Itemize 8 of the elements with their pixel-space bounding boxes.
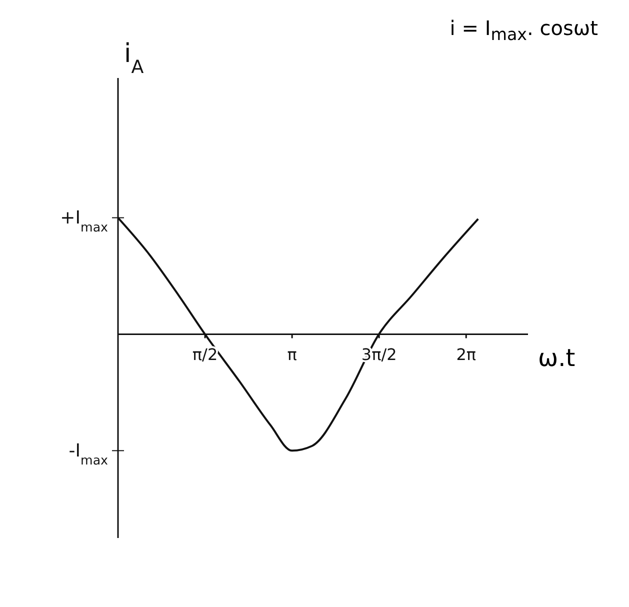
x-tick-label: 2π — [456, 345, 476, 364]
chart-title: i = I$_{max}$. cosωt — [450, 16, 598, 44]
x-tick-label: π/2 — [192, 345, 218, 364]
x-tick-label: π — [287, 345, 298, 364]
text: -I$_{max}$ — [68, 440, 109, 468]
text: i$_{A}$ — [124, 39, 144, 78]
text: +I$_{max}$ — [60, 208, 109, 234]
x-axis-title: ω.t — [538, 344, 576, 372]
